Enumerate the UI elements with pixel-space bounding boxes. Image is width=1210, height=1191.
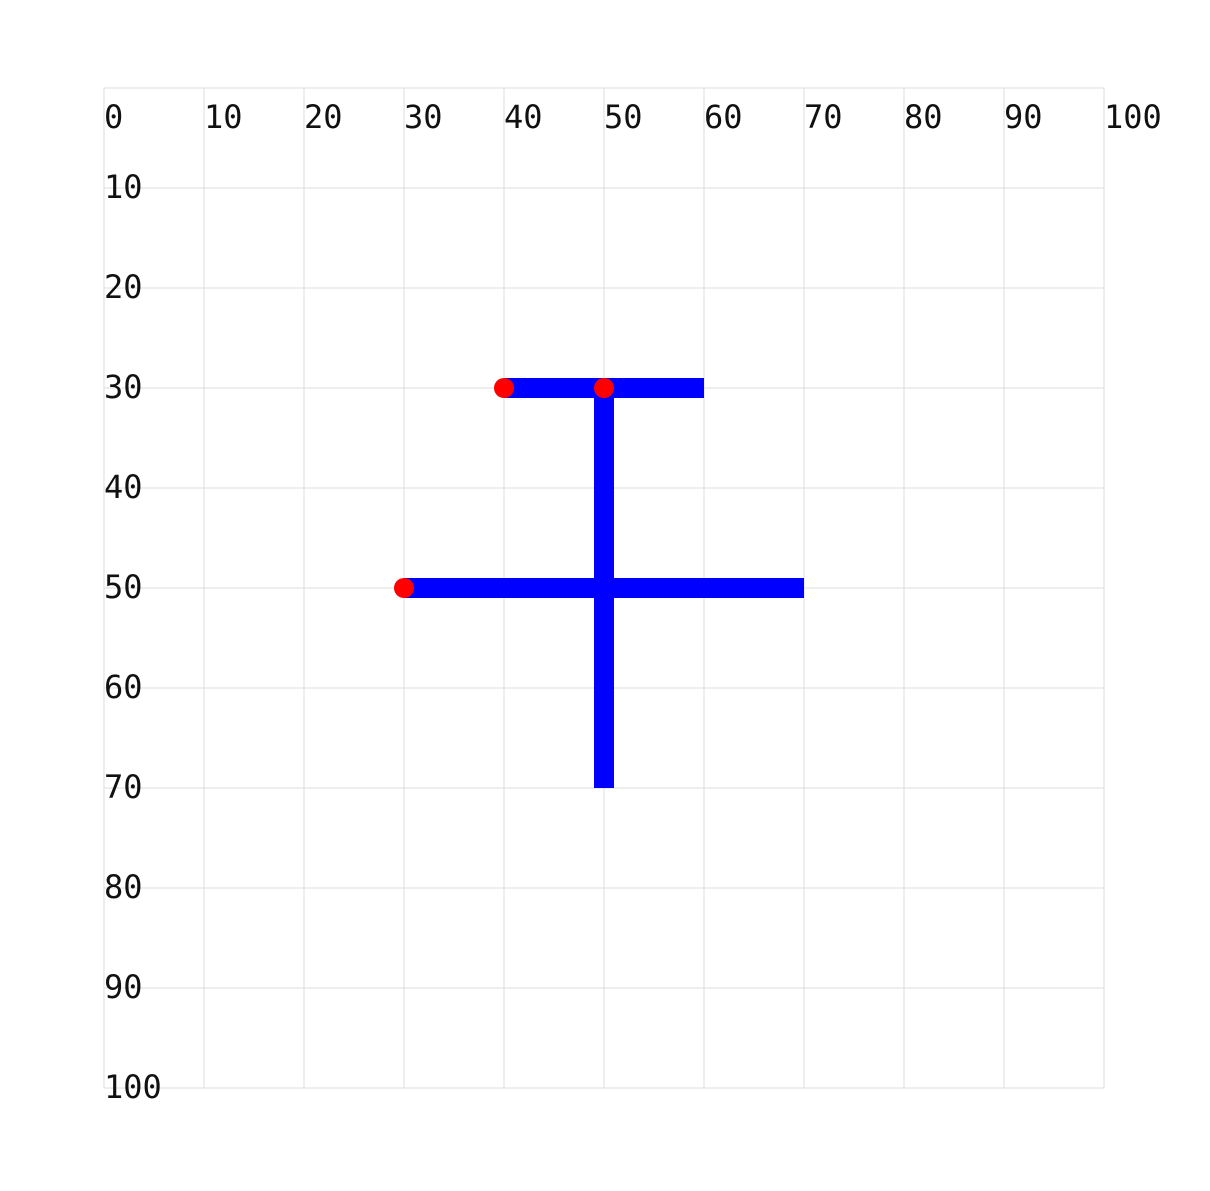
x-tick-label: 70 (804, 98, 843, 136)
y-tick-label: 70 (104, 768, 143, 806)
start-point (594, 378, 614, 398)
x-tick-label: 0 (104, 98, 123, 136)
y-tick-label: 30 (104, 368, 143, 406)
y-axis-tick-labels: 10 20 30 40 50 60 70 80 90 100 (104, 168, 162, 1106)
x-tick-label: 100 (1104, 98, 1162, 136)
x-axis-tick-labels: 0 10 20 30 40 50 60 70 80 90 100 (104, 98, 1162, 136)
x-tick-label: 10 (204, 98, 243, 136)
x-tick-label: 80 (904, 98, 943, 136)
x-tick-label: 30 (404, 98, 443, 136)
x-tick-label: 60 (704, 98, 743, 136)
y-tick-label: 40 (104, 468, 143, 506)
y-tick-label: 80 (104, 868, 143, 906)
strokes (404, 378, 804, 788)
y-tick-label: 20 (104, 268, 143, 306)
x-tick-label: 90 (1004, 98, 1043, 136)
y-tick-label: 10 (104, 168, 143, 206)
y-tick-label: 50 (104, 568, 143, 606)
start-points (394, 378, 614, 598)
y-tick-label: 90 (104, 968, 143, 1006)
x-tick-label: 20 (304, 98, 343, 136)
x-tick-label: 40 (504, 98, 543, 136)
y-tick-label: 100 (104, 1068, 162, 1106)
x-tick-label: 50 (604, 98, 643, 136)
start-point (494, 378, 514, 398)
start-point (394, 578, 414, 598)
y-tick-label: 60 (104, 668, 143, 706)
